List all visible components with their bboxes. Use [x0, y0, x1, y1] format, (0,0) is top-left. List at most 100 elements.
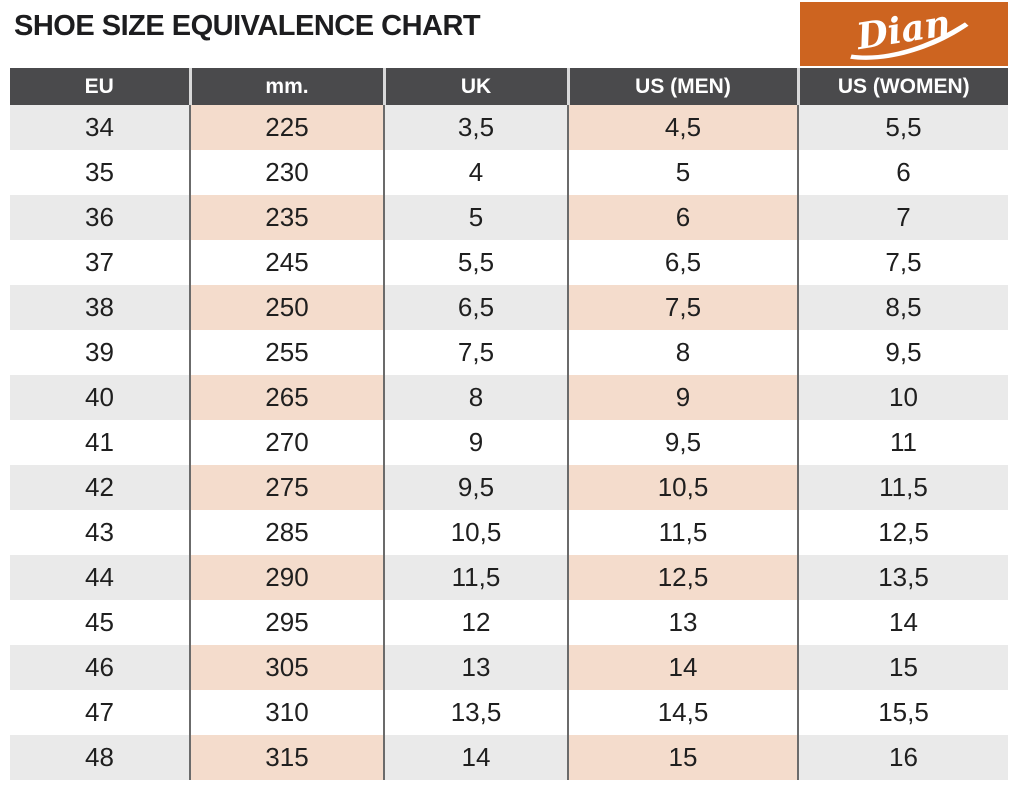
cell-mm: 270 [189, 420, 384, 465]
cell-mm: 250 [189, 285, 384, 330]
cell-us_women: 15 [797, 645, 1008, 690]
table-row: 43 285 10,5 11,5 12,5 [10, 510, 1008, 555]
cell-mm: 285 [189, 510, 384, 555]
table-row: 39 255 7,5 8 9,5 [10, 330, 1008, 375]
cell-uk: 5 [383, 195, 568, 240]
cell-us_women: 14 [797, 600, 1008, 645]
cell-us_men: 8 [567, 330, 798, 375]
table-row: 38 250 6,5 7,5 8,5 [10, 285, 1008, 330]
cell-eu: 35 [10, 150, 190, 195]
cell-us_men: 6 [567, 195, 798, 240]
dian-logo-icon: Dian [850, 4, 969, 60]
table-row: 34 225 3,5 4,5 5,5 [10, 105, 1008, 150]
cell-us_women: 5,5 [797, 105, 1008, 150]
cell-mm: 290 [189, 555, 384, 600]
cell-us_women: 15,5 [797, 690, 1008, 735]
header-row: EU mm. UK US (MEN) US (WOMEN) [10, 68, 1008, 105]
cell-us_women: 13,5 [797, 555, 1008, 600]
cell-mm: 305 [189, 645, 384, 690]
cell-uk: 5,5 [383, 240, 568, 285]
cell-mm: 225 [189, 105, 384, 150]
cell-mm: 315 [189, 735, 384, 780]
cell-us_men: 11,5 [567, 510, 798, 555]
cell-us_women: 8,5 [797, 285, 1008, 330]
cell-us_women: 6 [797, 150, 1008, 195]
cell-mm: 245 [189, 240, 384, 285]
size-table-header: EU mm. UK US (MEN) US (WOMEN) [10, 68, 1008, 105]
cell-us_women: 9,5 [797, 330, 1008, 375]
cell-eu: 36 [10, 195, 190, 240]
cell-us_women: 16 [797, 735, 1008, 780]
cell-uk: 13,5 [383, 690, 568, 735]
cell-eu: 47 [10, 690, 190, 735]
cell-eu: 39 [10, 330, 190, 375]
cell-uk: 6,5 [383, 285, 568, 330]
cell-us_men: 15 [567, 735, 798, 780]
cell-eu: 41 [10, 420, 190, 465]
cell-eu: 48 [10, 735, 190, 780]
cell-us_women: 7,5 [797, 240, 1008, 285]
cell-mm: 255 [189, 330, 384, 375]
cell-uk: 9 [383, 420, 568, 465]
cell-us_women: 7 [797, 195, 1008, 240]
column-header-mm: mm. [188, 68, 384, 105]
page-title: SHOE SIZE EQUIVALENCE CHART [14, 10, 481, 42]
cell-uk: 10,5 [383, 510, 568, 555]
cell-us_men: 7,5 [567, 285, 798, 330]
cell-us_women: 10 [797, 375, 1008, 420]
cell-us_men: 14,5 [567, 690, 798, 735]
cell-us_women: 12,5 [797, 510, 1008, 555]
cell-eu: 37 [10, 240, 190, 285]
column-header-uk: UK [382, 68, 568, 105]
cell-uk: 11,5 [383, 555, 568, 600]
cell-us_men: 4,5 [567, 105, 798, 150]
cell-mm: 235 [189, 195, 384, 240]
cell-us_men: 12,5 [567, 555, 798, 600]
table-row: 40 265 8 9 10 [10, 375, 1008, 420]
cell-eu: 42 [10, 465, 190, 510]
table-row: 42 275 9,5 10,5 11,5 [10, 465, 1008, 510]
cell-uk: 4 [383, 150, 568, 195]
cell-us_men: 6,5 [567, 240, 798, 285]
cell-uk: 13 [383, 645, 568, 690]
column-header-us-women: US (WOMEN) [796, 68, 1008, 105]
table-row: 48 315 14 15 16 [10, 735, 1008, 780]
cell-us_women: 11,5 [797, 465, 1008, 510]
table-row: 45 295 12 13 14 [10, 600, 1008, 645]
table-row: 35 230 4 5 6 [10, 150, 1008, 195]
cell-mm: 310 [189, 690, 384, 735]
column-header-eu: EU [10, 68, 190, 105]
cell-mm: 295 [189, 600, 384, 645]
cell-uk: 14 [383, 735, 568, 780]
cell-uk: 3,5 [383, 105, 568, 150]
cell-mm: 230 [189, 150, 384, 195]
cell-uk: 9,5 [383, 465, 568, 510]
cell-us_men: 9,5 [567, 420, 798, 465]
cell-eu: 45 [10, 600, 190, 645]
size-table: EU mm. UK US (MEN) US (WOMEN) 34 225 3,5 4,… [10, 68, 1008, 780]
cell-uk: 8 [383, 375, 568, 420]
cell-uk: 12 [383, 600, 568, 645]
cell-mm: 265 [189, 375, 384, 420]
cell-us_men: 5 [567, 150, 798, 195]
brand-logo: Dian [800, 2, 1008, 66]
cell-mm: 275 [189, 465, 384, 510]
table-row: 37 245 5,5 6,5 7,5 [10, 240, 1008, 285]
cell-eu: 34 [10, 105, 190, 150]
cell-us_men: 10,5 [567, 465, 798, 510]
brand-logo-text: Dian [853, 4, 954, 58]
table-row: 47 310 13,5 14,5 15,5 [10, 690, 1008, 735]
cell-eu: 44 [10, 555, 190, 600]
table-row: 44 290 11,5 12,5 13,5 [10, 555, 1008, 600]
column-header-us-men: US (MEN) [566, 68, 798, 105]
cell-us_men: 13 [567, 600, 798, 645]
size-table-body: 34 225 3,5 4,5 5,5 35 230 4 5 6 36 235 5 6 7 37 245 5,5 6,… [10, 105, 1008, 780]
table-row: 46 305 13 14 15 [10, 645, 1008, 690]
cell-eu: 40 [10, 375, 190, 420]
cell-eu: 46 [10, 645, 190, 690]
cell-us_men: 9 [567, 375, 798, 420]
cell-eu: 38 [10, 285, 190, 330]
cell-eu: 43 [10, 510, 190, 555]
cell-us_men: 14 [567, 645, 798, 690]
